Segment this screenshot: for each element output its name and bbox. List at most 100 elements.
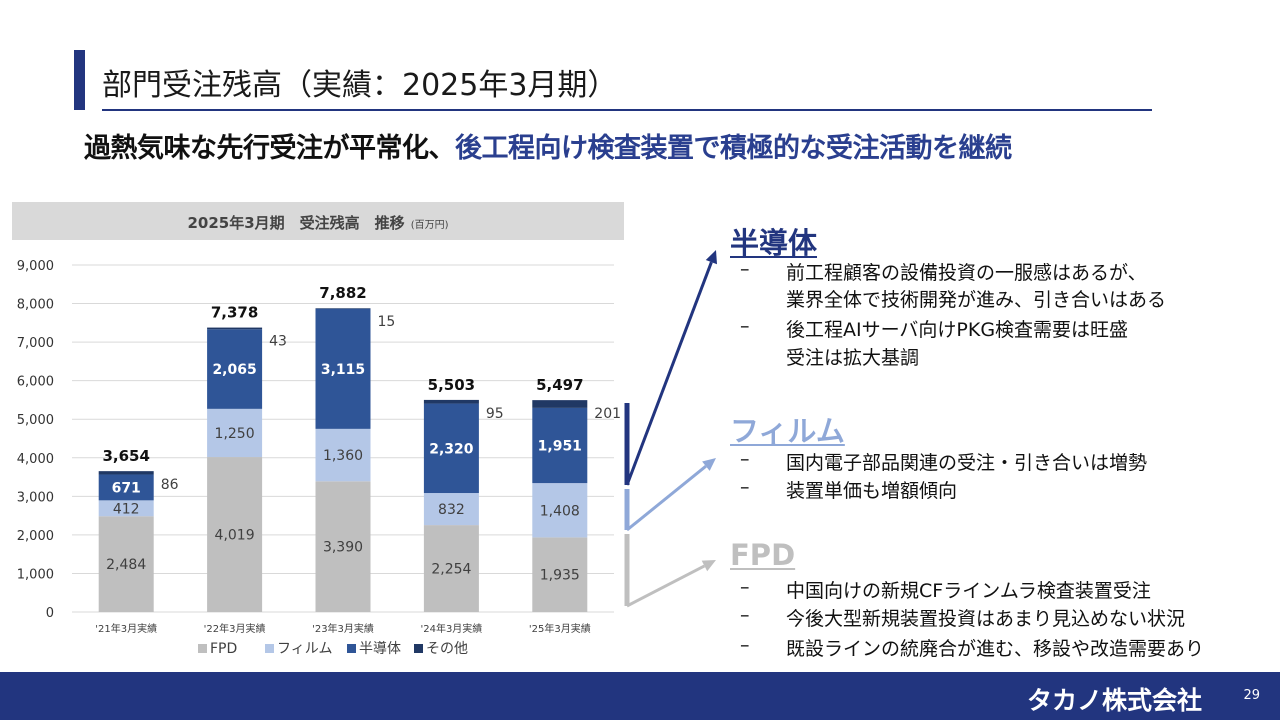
data-label-semiconductor: 1,951 (538, 438, 582, 454)
data-label-film: 412 (113, 501, 140, 517)
x-tick-label: '25年3月実績 (529, 622, 591, 635)
legend-label-film: フィルム (277, 641, 332, 657)
stacked-bar-chart: 0 1,000 2,000 3,000 4,000 5,000 6,000 7,000 8,00… (17, 259, 621, 657)
data-label-fpd: 4,019 (215, 528, 255, 544)
data-label-semiconductor: 2,065 (212, 362, 256, 378)
data-label-other: 43 (269, 334, 287, 350)
bullet-dash: – (740, 448, 750, 470)
bar-segment-film (207, 408, 263, 458)
data-label-other: 15 (378, 314, 396, 330)
bullet-text-fpd: 中国向けの新規CFラインムラ検査装置受注 (786, 580, 1151, 602)
y-tick-label: 0 (46, 606, 54, 621)
section-heading-fpd: FPD (730, 538, 796, 572)
bar-segment-other (532, 400, 588, 408)
bullet-dash: – (740, 604, 750, 626)
data-label-film: 1,360 (323, 448, 363, 464)
bullet-text-fpd: 今後大型新規装置投資はあまり見込めない状況 (786, 608, 1186, 630)
data-label-fpd: 2,484 (106, 557, 146, 573)
total-label: 3,654 (102, 447, 149, 465)
x-tick-label: '23年3月実績 (312, 622, 374, 635)
bar-segment-fpd (98, 516, 154, 612)
chart-title-row: 2025年3月期 受注残高 推移 (百万円) (12, 212, 624, 233)
bullet-text-semiconductor: 前工程顧客の設備投資の一服感はあるが、 (786, 262, 1147, 284)
bar-segment-film (315, 428, 371, 482)
page-title: 部門受注残高（実績：2025年3月期） (102, 68, 618, 103)
data-label-other: 95 (486, 406, 504, 422)
bar-segment-other (207, 327, 263, 330)
bar-segment-semiconductor (315, 308, 371, 429)
chart-unit: (百万円) (410, 220, 449, 231)
data-label-fpd: 1,935 (540, 568, 580, 584)
bullet-dash: – (740, 476, 750, 498)
legend-swatch-fpd (198, 644, 207, 653)
y-tick-label: 6,000 (17, 375, 54, 390)
legend-label-other: その他 (426, 641, 468, 657)
data-label-semiconductor: 3,115 (321, 362, 365, 378)
bullet-text-semiconductor: 業界全体で技術開発が進み、引き合いはある (786, 289, 1167, 311)
headline: 過熱気味な先行受注が平常化、後工程向け検査装置で積極的な受注活動を継続 (84, 126, 1012, 165)
y-tick-label: 8,000 (17, 298, 54, 313)
total-label: 5,503 (428, 376, 475, 394)
data-label-film: 832 (438, 502, 465, 518)
y-tick-label: 1,000 (17, 567, 54, 582)
chart-title: 2025年3月期 受注残高 推移 (187, 214, 405, 232)
arrow-head-film (702, 458, 716, 471)
data-label-fpd: 2,254 (431, 562, 471, 578)
total-label: 5,497 (536, 376, 583, 394)
legend-swatch-film (265, 644, 274, 653)
chart-header: 2025年3月期 受注残高 推移 (百万円) (12, 202, 624, 240)
title-underline (102, 109, 1152, 111)
data-label-other: 201 (594, 406, 621, 422)
x-tick-label: '24年3月実績 (420, 622, 482, 635)
legend-swatch-semiconductor (347, 644, 356, 653)
footer-bar: タカノ株式会社 29 (0, 672, 1280, 720)
bullet-dash: – (740, 634, 750, 656)
total-label: 7,882 (319, 284, 366, 302)
bar-segment-fpd (532, 537, 588, 612)
headline-part-1: 過熱気味な先行受注が平常化、 (84, 133, 456, 164)
bar-segment-fpd (315, 481, 371, 612)
bar-segment-other (315, 308, 371, 309)
bar-segment-film (98, 500, 154, 517)
bullet-dash: – (740, 576, 750, 598)
data-label-fpd: 3,390 (323, 540, 363, 556)
bullet-dash: – (740, 315, 750, 337)
bar-segment-film (532, 483, 588, 538)
bullet-dash: – (740, 258, 750, 280)
y-tick-label: 2,000 (17, 529, 54, 544)
data-label-semiconductor: 671 (112, 480, 141, 496)
bar-segment-semiconductor (207, 329, 263, 409)
data-label-semiconductor: 2,320 (429, 441, 474, 457)
y-tick-label: 5,000 (17, 413, 54, 428)
x-tick-label: '22年3月実績 (204, 622, 266, 635)
data-label-other: 86 (161, 477, 179, 493)
bar-segment-semiconductor (98, 474, 154, 501)
headline-part-2: 後工程向け検査装置で積極的な受注活動を継続 (455, 133, 1012, 164)
company-logo: タカノ株式会社 (1026, 686, 1202, 715)
bar-segment-other (98, 471, 154, 475)
x-tick-label: '21年3月実績 (95, 622, 157, 635)
bar-segment-semiconductor (532, 407, 588, 484)
legend-label-semiconductor: 半導体 (359, 641, 401, 657)
title-accent-bar (74, 50, 85, 110)
data-label-film: 1,408 (540, 503, 580, 519)
section-heading-semiconductor: 半導体 (730, 226, 818, 260)
y-tick-label: 7,000 (17, 336, 54, 351)
bullet-text-semiconductor: 受注は拡大基調 (786, 347, 920, 369)
bullet-text-film: 国内電子部品関連の受注・引き合いは増勢 (786, 452, 1148, 474)
bar-segment-semiconductor (423, 403, 479, 494)
y-tick-label: 4,000 (17, 452, 54, 467)
arrow-head-semiconductor (705, 250, 718, 265)
legend-label-fpd: FPD (210, 641, 237, 657)
bar-segment-film (423, 493, 479, 526)
page-number: 29 (1243, 688, 1260, 703)
data-label-film: 1,250 (215, 426, 255, 442)
bullet-text-film: 装置単価も増額傾向 (786, 480, 958, 502)
bullet-text-fpd: 既設ラインの統廃合が進む、移設や改造需要あり (786, 638, 1205, 660)
y-tick-label: 3,000 (17, 490, 54, 505)
y-tick-label: 9,000 (17, 259, 54, 274)
bullet-text-semiconductor: 後工程AIサーバ向けPKG検査需要は旺盛 (786, 319, 1129, 341)
arrow-head-fpd (701, 560, 716, 572)
legend-swatch-other (414, 644, 423, 653)
total-label: 7,378 (211, 304, 258, 322)
